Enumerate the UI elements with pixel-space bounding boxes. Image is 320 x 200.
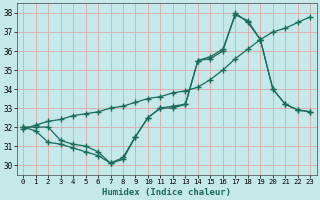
X-axis label: Humidex (Indice chaleur): Humidex (Indice chaleur) — [102, 188, 231, 197]
